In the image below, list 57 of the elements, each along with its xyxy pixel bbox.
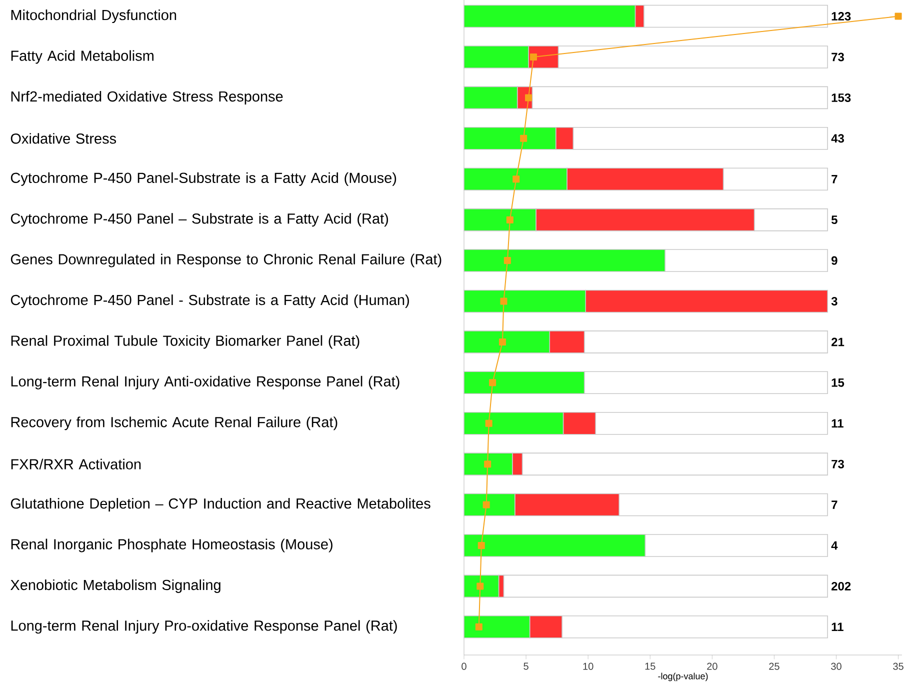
annotation: 3 <box>831 296 838 306</box>
annotation: 4 <box>831 541 838 550</box>
annotation: 15 <box>832 378 844 387</box>
point <box>489 379 496 386</box>
y-tick-label: Cytochrome P-450 Panel – Substrate is a Fatty Acid (Rat) <box>10 213 388 227</box>
x-tick-label: 35 <box>893 662 904 670</box>
point <box>485 420 492 427</box>
y-tick-label: Nrf2-mediated Oxidative Stress Response <box>11 90 283 104</box>
y-tick-label: Cytochrome P-450 Panel - Substrate is a Fatty Acid (Human) <box>10 294 409 308</box>
annotation: 21 <box>832 338 844 346</box>
y-tick-label: FXR/RXR Activation <box>11 458 141 470</box>
y-tick-label: Renal Inorganic Phosphate Homeostasis (Mouse) <box>11 538 332 552</box>
bar <box>503 574 828 598</box>
x-tick-label: 20 <box>707 662 718 670</box>
point <box>478 542 485 549</box>
y-tick-label: Recovery from Ischemic Acute Renal Failure (Rat) <box>11 416 338 430</box>
annotation: 7 <box>832 174 838 184</box>
y-tick-label: Long-term Renal Injury Pro-oxidative Response Panel (Rat) <box>11 620 397 634</box>
annotation: 153 <box>832 93 851 102</box>
point <box>475 623 482 630</box>
annotation: 5 <box>831 216 838 224</box>
y-tick-label: Long-term Renal Injury Anti-oxidative Response Panel (Rat) <box>11 376 400 390</box>
y-tick-label: Fatty Acid Metabolism <box>11 50 154 64</box>
annotation: 7 <box>832 500 838 509</box>
point <box>506 216 514 224</box>
annotation: 73 <box>832 52 844 62</box>
annotation: 73 <box>832 460 844 468</box>
x-tick-label: 25 <box>769 662 780 670</box>
point <box>476 582 484 590</box>
y-tick-label: Genes Downregulated in Response to Chronic Renal Failure (Rat) <box>10 254 442 268</box>
annotation: 9 <box>832 256 838 265</box>
y-tick-label: Xenobiotic Metabolism Signaling <box>10 579 220 593</box>
x-tick-label: 30 <box>831 662 842 670</box>
point <box>894 12 902 20</box>
x-tick-label: 15 <box>645 662 656 670</box>
x-tick-label: 10 <box>583 662 594 670</box>
y-tick-label: Mitochondrial Dysfunction <box>11 10 176 24</box>
point <box>520 134 528 142</box>
annotation: 202 <box>832 582 851 590</box>
y-tick-label: Oxidative Stress <box>10 133 116 144</box>
y-tick-label: Cytochrome P-450 Panel-Substrate is a Fatty Acid (Mouse) <box>10 172 396 186</box>
x-tick-label: 5 <box>524 662 528 670</box>
point <box>530 53 537 60</box>
point <box>504 257 511 264</box>
annotation: 11 <box>832 622 844 632</box>
point <box>498 338 506 346</box>
point <box>500 298 508 305</box>
annotation: 43 <box>831 134 844 143</box>
y-tick-label: Renal Proximal Tubule Toxicity Biomarker Panel (Rat) <box>11 335 360 349</box>
x-axis-title: -log(p-value) <box>658 672 708 682</box>
y-tick-label: Glutathione Depletion – CYP Induction and Reactive Metabolites <box>10 498 430 512</box>
point <box>512 176 520 183</box>
annotation: 123 <box>832 12 851 21</box>
annotation: 11 <box>832 419 844 428</box>
x-tick-label: 0 <box>462 662 466 670</box>
point <box>484 460 492 468</box>
point <box>482 501 490 508</box>
